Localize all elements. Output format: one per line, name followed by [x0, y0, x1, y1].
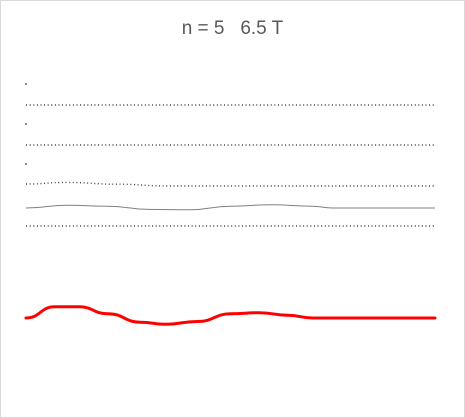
series-line-6	[24, 305, 437, 326]
chart-title: n = 5 6.5 T	[181, 18, 284, 39]
left-tick-dot-2	[25, 123, 27, 125]
left-tick-dot-3	[25, 163, 27, 165]
series-line-4	[25, 204, 435, 211]
series-line-3	[25, 181, 435, 187]
left-tick-dot-1	[25, 83, 27, 85]
